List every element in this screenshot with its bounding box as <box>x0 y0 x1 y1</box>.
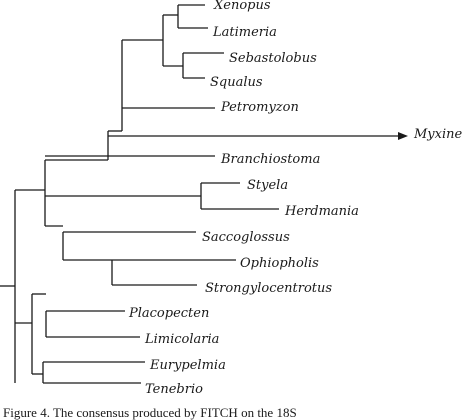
figure-caption: Figure 4. The consensus produced by FITC… <box>3 405 297 420</box>
taxon-label-ophiopholis: Ophiopholis <box>240 256 319 271</box>
taxon-label-squalus: Squalus <box>210 75 263 90</box>
taxon-label-latimeria: Latimeria <box>212 25 277 40</box>
taxon-label-saccoglossus: Saccoglossus <box>202 230 290 245</box>
taxon-label-xenopus: Xenopus <box>213 0 271 13</box>
taxon-label-placopecten: Placopecten <box>128 306 209 321</box>
taxon-label-myxine: Myxine <box>413 127 463 142</box>
taxon-label-petromyzon: Petromyzon <box>220 100 299 115</box>
taxon-label-styela: Styela <box>247 178 288 193</box>
taxon-label-sebastolobus: Sebastolobus <box>229 51 317 66</box>
taxon-label-limicolaria: Limicolaria <box>144 332 219 347</box>
taxon-label-strongylocentrotus: Strongylocentrotus <box>205 281 332 296</box>
tree-edges <box>0 4 408 384</box>
taxon-label-herdmania: Herdmania <box>284 204 359 219</box>
taxon-label-branchiostoma: Branchiostoma <box>220 152 320 167</box>
taxon-labels: Xenopus Latimeria Sebastolobus Squalus P… <box>128 0 463 397</box>
taxon-label-tenebrio: Tenebrio <box>145 382 203 397</box>
taxon-label-eurypelmia: Eurypelmia <box>149 358 226 373</box>
branch-arrowhead <box>398 132 408 140</box>
